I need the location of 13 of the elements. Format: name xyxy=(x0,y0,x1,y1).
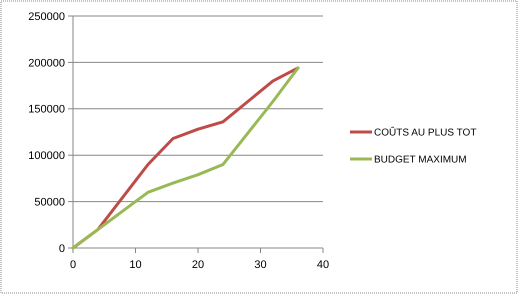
y-tick-label: 0 xyxy=(58,242,65,255)
y-tick-label: 250000 xyxy=(28,10,65,23)
y-tick-label: 150000 xyxy=(28,104,65,116)
x-tick-label: 10 xyxy=(129,259,142,271)
legend-label: COÛTS AU PLUS TOT xyxy=(374,126,476,138)
x-tick-label: 20 xyxy=(192,259,204,271)
x-tick-label: 0 xyxy=(70,259,76,271)
y-tick-label: 200000 xyxy=(28,57,65,70)
y-tick-label: 50000 xyxy=(34,196,65,208)
x-tick-label: 40 xyxy=(316,259,330,271)
y-tick-label: 100000 xyxy=(28,150,65,162)
legend-label: BUDGET MAXIMUM xyxy=(374,154,467,166)
x-tick-label: 30 xyxy=(254,259,267,271)
